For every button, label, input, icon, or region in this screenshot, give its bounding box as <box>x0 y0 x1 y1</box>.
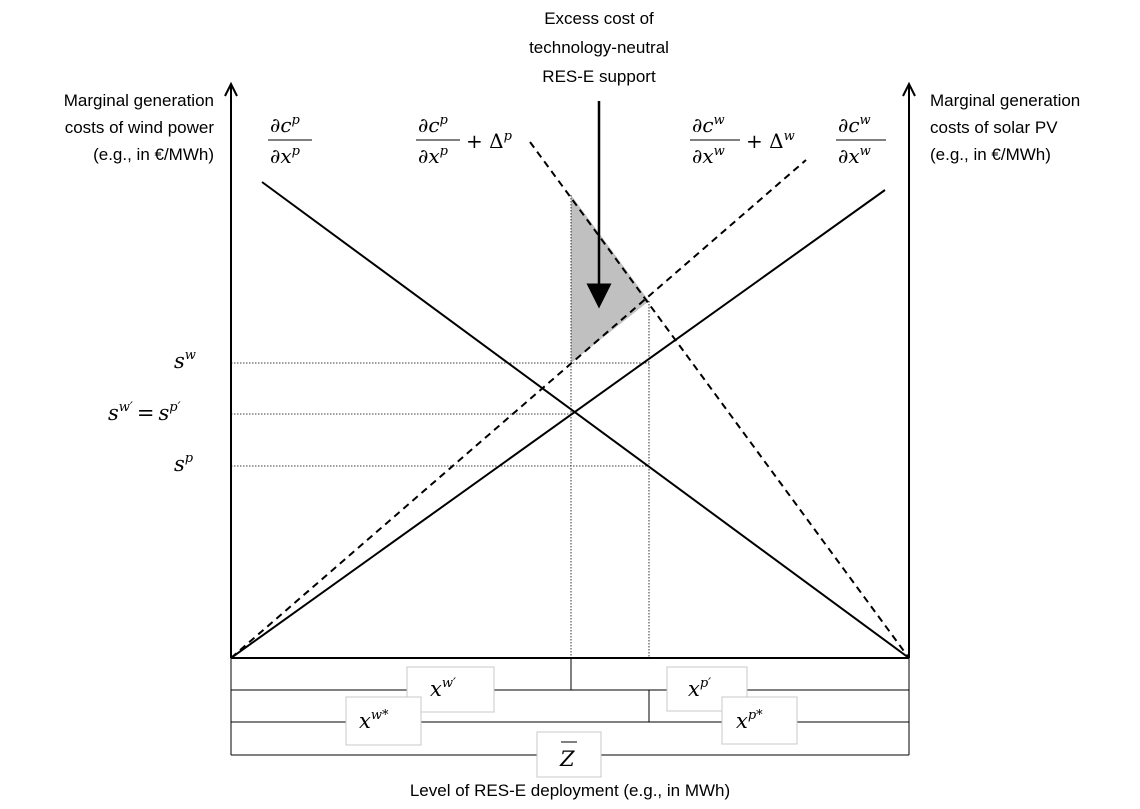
wind-cost-curve-label: ∂cw ∂xw <box>836 113 886 168</box>
svg-text:+ Δp: + Δp <box>466 129 513 153</box>
svg-text:∂cw: ∂cw <box>692 113 725 137</box>
svg-text:xw′: xw′ <box>430 676 456 701</box>
right-axis-label: Marginal generation costs of solar PV (e… <box>930 91 1080 164</box>
sp-tick-label: sp <box>174 451 194 476</box>
excess-cost-area <box>571 195 649 363</box>
svg-text:∂xp: ∂xp <box>270 144 301 168</box>
left-label-line-3: (e.g., in €/MWh) <box>93 145 214 164</box>
pv-cost-curve-label: ∂cp ∂xp <box>268 113 312 168</box>
xw-star-box: xw* <box>345 696 422 746</box>
svg-text:xp*: xp* <box>736 708 763 733</box>
svg-text:∂cp: ∂cp <box>270 113 301 137</box>
left-label-line-1: Marginal generation <box>64 91 214 110</box>
svg-text:∂xw: ∂xw <box>692 144 725 168</box>
svg-text:∂xw: ∂xw <box>838 144 871 168</box>
right-label-line-2: costs of solar PV <box>930 118 1058 137</box>
left-axis-arrow-icon <box>224 81 238 97</box>
left-axis-label: Marginal generation costs of wind power … <box>64 91 215 164</box>
pv-marginal-cost-curve <box>261 181 910 659</box>
xp-star-box: xp* <box>721 696 798 745</box>
wind-cost-plus-delta-label: ∂cw ∂xw + Δw <box>690 113 795 168</box>
right-label-line-1: Marginal generation <box>930 91 1080 110</box>
annotation-line-1: Excess cost of <box>544 9 654 28</box>
excess-cost-annotation: Excess cost of technology-neutral RES-E … <box>529 9 669 86</box>
s-equal-tick-label: sw′ = sp′ <box>108 400 181 425</box>
left-label-line-2: costs of wind power <box>65 118 215 137</box>
svg-text:xp′: xp′ <box>688 676 711 701</box>
pv-cost-plus-delta-curve <box>529 141 910 659</box>
svg-text:∂cp: ∂cp <box>418 113 449 137</box>
right-label-line-3: (e.g., in €/MWh) <box>930 145 1051 164</box>
pv-cost-plus-delta-label: ∂cp ∂xp + Δp <box>416 113 513 168</box>
svg-text:xw*: xw* <box>359 708 389 733</box>
sw-tick-label: sw <box>174 348 196 373</box>
svg-text:Z: Z <box>559 747 575 771</box>
right-axis-arrow-icon <box>902 81 916 97</box>
z-bar-box: Z <box>536 731 602 778</box>
wind-cost-plus-delta-curve <box>230 159 807 659</box>
wind-marginal-cost-curve <box>230 189 886 659</box>
svg-text:+ Δw: + Δw <box>746 129 795 153</box>
svg-text:∂cw: ∂cw <box>838 113 871 137</box>
x-axis-label: Level of RES-E deployment (e.g., in MWh) <box>410 781 730 800</box>
svg-text:∂xp: ∂xp <box>418 144 449 168</box>
annotation-line-2: technology-neutral <box>529 38 669 57</box>
annotation-line-3: RES-E support <box>542 67 656 86</box>
